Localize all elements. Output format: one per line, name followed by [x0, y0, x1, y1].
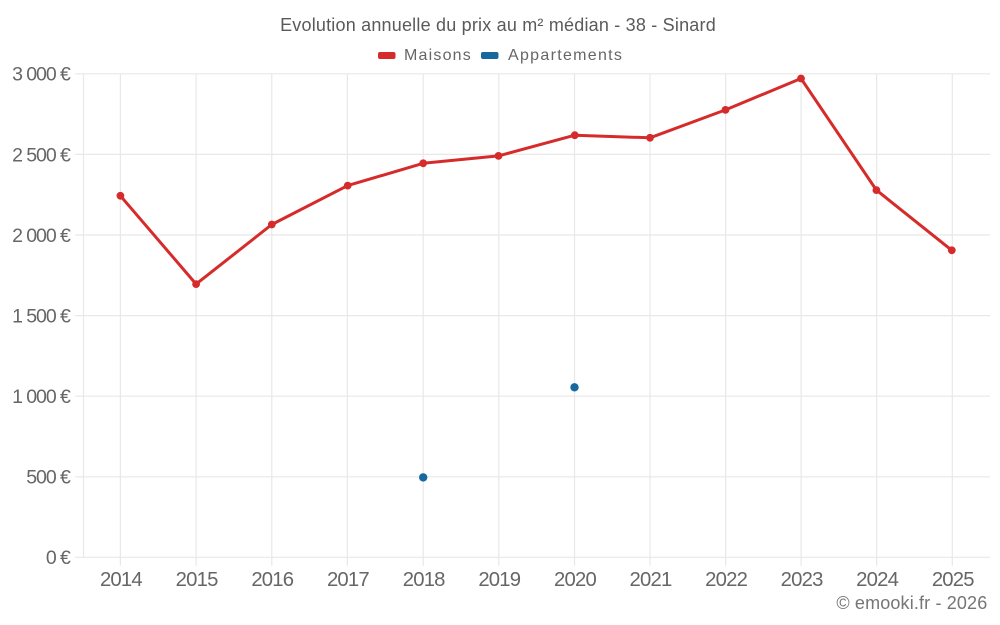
- svg-text:2018: 2018: [403, 569, 445, 591]
- svg-text:2015: 2015: [176, 569, 218, 591]
- svg-text:1 500 €: 1 500 €: [12, 306, 71, 328]
- svg-text:0 €: 0 €: [46, 547, 71, 569]
- svg-text:Appartements: Appartements: [508, 47, 623, 64]
- svg-text:Maisons: Maisons: [404, 47, 472, 64]
- svg-text:2019: 2019: [478, 569, 520, 591]
- svg-text:2025: 2025: [932, 569, 974, 591]
- svg-text:2020: 2020: [554, 569, 596, 591]
- svg-text:2 500 €: 2 500 €: [12, 144, 71, 166]
- svg-text:2024: 2024: [856, 569, 898, 591]
- svg-text:Evolution annuelle du prix au: Evolution annuelle du prix au m² médian …: [280, 15, 716, 35]
- svg-text:© emooki.fr - 2026: © emooki.fr - 2026: [836, 593, 987, 613]
- svg-text:2021: 2021: [630, 569, 672, 591]
- svg-text:1 000 €: 1 000 €: [12, 386, 71, 408]
- svg-text:2014: 2014: [100, 569, 142, 591]
- svg-text:2022: 2022: [705, 569, 747, 591]
- svg-text:2 000 €: 2 000 €: [12, 225, 71, 247]
- svg-text:2017: 2017: [327, 569, 369, 591]
- svg-text:2016: 2016: [251, 569, 293, 591]
- svg-text:3 000 €: 3 000 €: [12, 64, 71, 86]
- svg-text:2023: 2023: [781, 569, 823, 591]
- svg-text:500 €: 500 €: [26, 467, 71, 489]
